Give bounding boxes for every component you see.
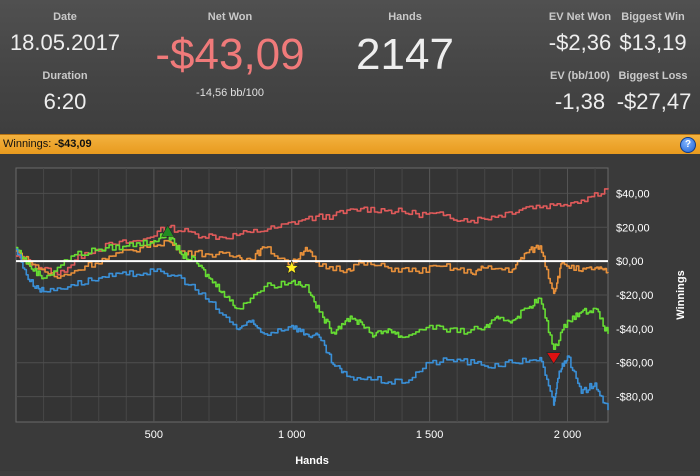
biggest-loss-label: Biggest Loss bbox=[618, 70, 688, 82]
net-won-value: -$43,09 bbox=[155, 30, 305, 79]
x-tick-label: 1 000 bbox=[278, 429, 306, 441]
winnings-bar: Winnings: -$43,09 ? bbox=[0, 134, 700, 155]
winnings-value: -$43,09 bbox=[54, 138, 92, 150]
y-axis-label: Winnings bbox=[675, 270, 687, 319]
series-line bbox=[16, 248, 609, 411]
x-tick-label: 1 500 bbox=[416, 429, 444, 441]
biggest-loss-value: -$27,47 bbox=[616, 89, 692, 114]
x-tick-label: 500 bbox=[145, 429, 163, 441]
stats-panel: Date 18.05.2017 Duration 6:20 Net Won -$… bbox=[0, 0, 700, 134]
ev-net-won-label: EV Net Won bbox=[548, 11, 612, 23]
y-tick-label: $0,00 bbox=[616, 256, 644, 268]
net-won-label: Net Won bbox=[207, 11, 253, 23]
x-axis-label: Hands bbox=[295, 455, 329, 467]
y-tick-label: -$80,00 bbox=[616, 392, 653, 404]
winnings-label: Winnings: bbox=[3, 138, 52, 150]
y-tick-label: $20,00 bbox=[616, 222, 650, 234]
duration-value: 6:20 bbox=[43, 89, 87, 114]
y-tick-label: -$40,00 bbox=[616, 324, 653, 336]
winnings-chart: $40,00 $20,00 $0,00 -$20,00 -$40,00 -$60,00 -$… bbox=[15, 167, 687, 467]
ev-bb-label: EV (bb/100) bbox=[550, 70, 610, 82]
x-tick-label: 2 000 bbox=[554, 429, 582, 441]
date-value: 18.05.2017 bbox=[9, 30, 121, 55]
date-label: Date bbox=[53, 11, 77, 23]
y-tick-label: $40,00 bbox=[616, 188, 650, 200]
star-marker bbox=[284, 260, 300, 275]
max-marker bbox=[161, 224, 175, 237]
ev-net-won-value: -$2,36 bbox=[548, 30, 612, 55]
hands-value: 2147 bbox=[356, 30, 454, 79]
biggest-win-label: Biggest Win bbox=[621, 11, 685, 23]
net-won-bb: -14,56 bb/100 bbox=[196, 87, 264, 99]
winnings-summary: Winnings: -$43,09 bbox=[3, 138, 92, 150]
y-tick-label: -$20,00 bbox=[616, 290, 653, 302]
biggest-win-value: $13,19 bbox=[619, 30, 687, 55]
duration-label: Duration bbox=[42, 70, 88, 82]
series-line bbox=[16, 239, 609, 295]
help-icon[interactable]: ? bbox=[680, 137, 696, 153]
hands-label: Hands bbox=[388, 11, 422, 23]
min-marker bbox=[546, 352, 562, 365]
y-tick-label: -$60,00 bbox=[616, 358, 653, 370]
series-line bbox=[16, 233, 609, 350]
winnings-chart-panel: $40,00 $20,00 $0,00 -$20,00 -$40,00 -$60,00 -$… bbox=[0, 154, 700, 471]
ev-bb-value: -1,38 bbox=[554, 89, 606, 114]
